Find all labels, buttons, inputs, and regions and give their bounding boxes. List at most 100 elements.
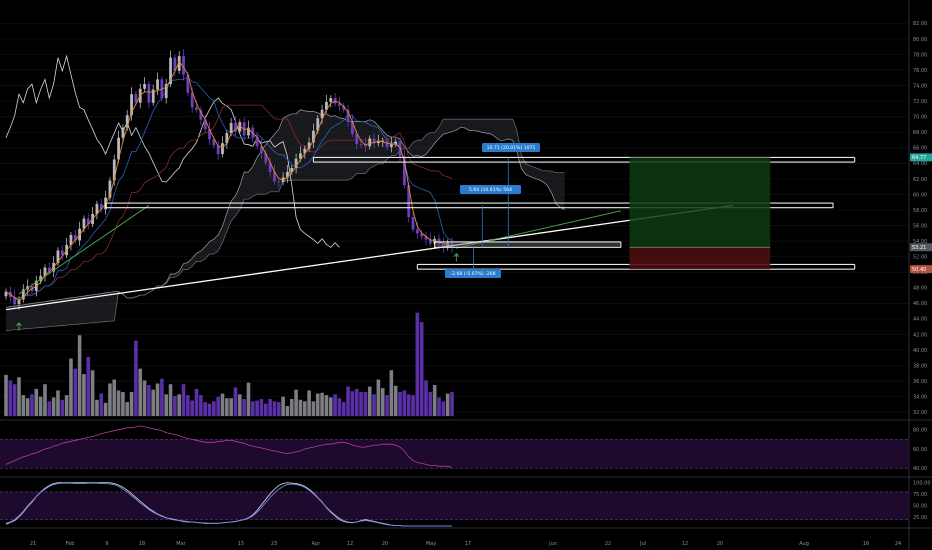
time-tick-label: 12 [682, 541, 688, 547]
time-tick-label: 22 [605, 541, 611, 547]
volume-bar [437, 397, 441, 417]
candle-body [303, 148, 307, 154]
volume-bar [73, 368, 78, 417]
volume-bar [242, 399, 246, 417]
candle-body [17, 299, 21, 305]
price-tick-label: 40.00 [913, 348, 927, 354]
candle-body [95, 203, 99, 214]
volume-bar [251, 401, 255, 417]
rsi-tick-label: 80.00 [913, 428, 927, 434]
candle-body [134, 94, 138, 103]
signal-arrow-icon [453, 252, 460, 262]
candle-body [47, 267, 51, 272]
candle-body [286, 171, 289, 178]
candle-body [320, 109, 324, 119]
candle-body [415, 229, 419, 234]
volume-bar [393, 385, 398, 417]
cloud-span-b [5, 118, 565, 331]
volume-bar [276, 402, 281, 417]
candle-body [433, 238, 437, 244]
volume-bar [129, 392, 134, 417]
volume-bar [315, 393, 320, 417]
candle-body [117, 137, 120, 160]
stoch-tick-label: 75.00 [913, 492, 927, 498]
volume-bar [281, 396, 285, 417]
horizontal-zone [434, 241, 622, 248]
stoch-line [5, 482, 452, 527]
volume-bar [99, 393, 104, 417]
candle-body [394, 141, 398, 144]
price-tick-label: 34.00 [913, 394, 927, 400]
volume-bar [51, 397, 56, 417]
time-tick-label: May [426, 541, 436, 547]
position-loss-zone [629, 247, 771, 270]
volume-bar [294, 389, 298, 417]
candle-body [424, 236, 428, 240]
price-tick-label: 46.00 [913, 301, 927, 307]
price-tick-label: 68.00 [913, 130, 927, 136]
volume-bar [181, 384, 186, 417]
volume-bar [350, 391, 355, 417]
ichimoku-cloud [6, 109, 565, 331]
candle-body [342, 105, 346, 110]
candle-body [359, 143, 363, 145]
candle-body [441, 244, 445, 248]
time-tick-label: Aug [799, 541, 809, 547]
volume-bar [255, 400, 259, 417]
candle-body [255, 136, 259, 147]
candle-body [203, 119, 207, 130]
candle-body [428, 239, 432, 244]
measure-label-box [460, 185, 521, 194]
price-tick-label: 36.00 [913, 379, 927, 385]
candle-body [407, 185, 411, 218]
volume-bar [60, 399, 65, 417]
volume-bar [160, 378, 164, 417]
candle-body [73, 234, 77, 241]
candle-body [60, 250, 64, 256]
price-badge [910, 265, 932, 274]
time-tick-label: 12 [347, 541, 353, 547]
candle-body [39, 276, 43, 281]
volume-bar [354, 388, 359, 417]
horizontal-zone [105, 202, 834, 209]
candle-body [242, 122, 246, 136]
stoch-tick-label: 25.00 [913, 515, 927, 521]
price-tick-label: 58.00 [913, 208, 927, 214]
stoch-tick-label: 100.00 [913, 480, 931, 486]
volume-bar [311, 401, 316, 417]
candle-body [268, 162, 272, 172]
volume-bar [8, 380, 13, 417]
candle-body [385, 140, 389, 148]
candle-body [112, 159, 116, 181]
volume-bar [116, 390, 121, 417]
candle-body [151, 89, 155, 103]
price-tick-label: 32.00 [913, 410, 927, 416]
volume-bar [103, 402, 108, 417]
volume-bar [298, 399, 303, 417]
rsi-tick-label: 60.00 [913, 447, 927, 453]
candle-body [351, 121, 354, 134]
volume-bar [320, 392, 324, 417]
measure-label: -2.68 (-5.07%) -268 [450, 271, 495, 277]
volume-bar [82, 374, 86, 417]
volume-bar [259, 399, 264, 417]
candle-body [238, 122, 242, 132]
volume-bar [177, 394, 181, 417]
volume-bar [359, 392, 363, 417]
moving-average-line [5, 60, 453, 301]
volume-bar [415, 312, 420, 417]
price-tick-label: 48.00 [913, 286, 927, 292]
volume-bar [112, 379, 117, 417]
price-tick-label: 62.00 [913, 177, 927, 183]
candle-body [277, 181, 281, 183]
time-tick-label: 17 [465, 541, 471, 547]
candle-body [4, 291, 8, 297]
candle-body [225, 133, 229, 144]
candle-body [381, 140, 385, 142]
candle-body [234, 122, 237, 132]
price-tick-label: 66.00 [913, 146, 927, 152]
candle-body [199, 109, 203, 120]
volume-bar [151, 389, 156, 417]
signal-arrow-icon [16, 322, 22, 331]
